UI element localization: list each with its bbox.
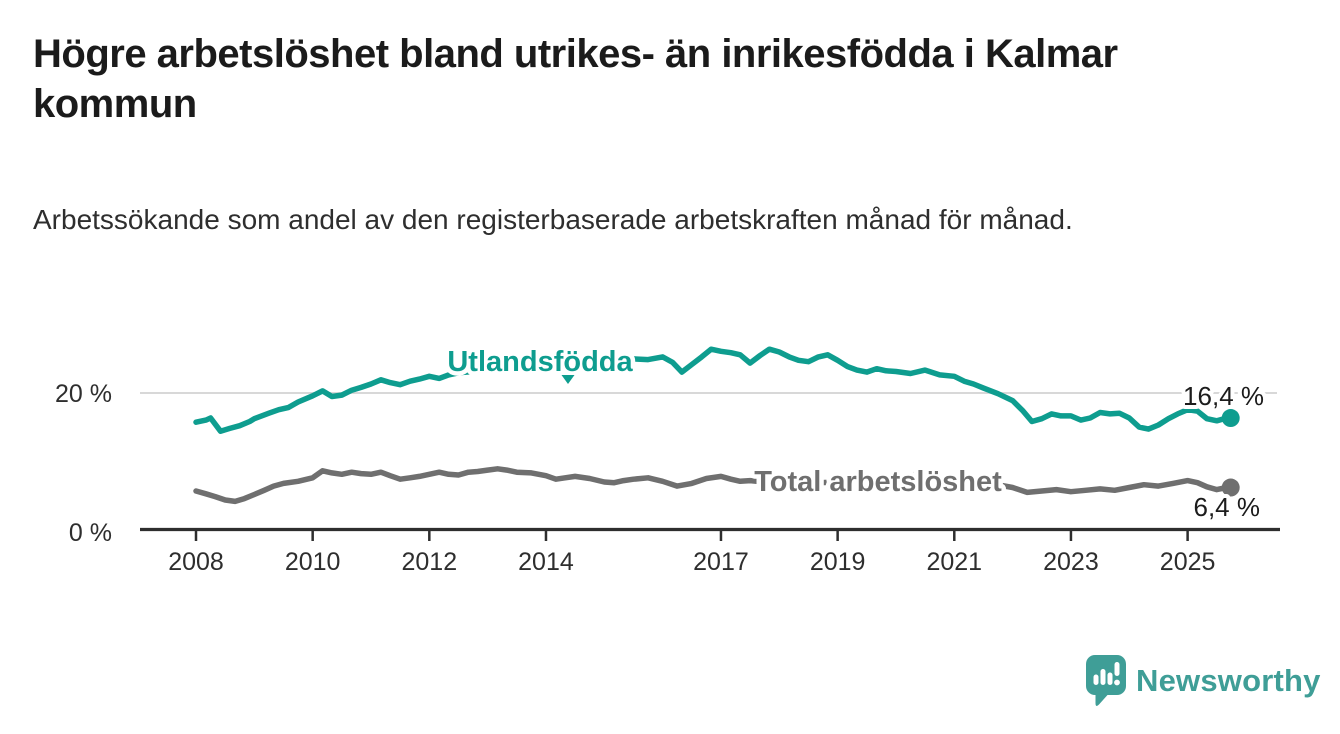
series-end-dot-utlandsf-dda [1221,409,1240,428]
series-label-pointer-icon [561,375,575,384]
series-label-total-arbetsl-shet: Total arbetslöshet [754,466,1002,498]
y-tick-label-20: 20 % [55,380,112,408]
y-tick-label-0: 0 % [69,519,112,547]
x-tick-label-2023: 2023 [1043,548,1099,576]
logo-text: Newsworthy [1136,663,1321,698]
series-end-dot-total-arbetsl-shet [1221,478,1240,497]
x-tick-label-2008: 2008 [168,548,224,576]
x-tick-label-2014: 2014 [518,548,574,576]
x-tick-label-2010: 2010 [285,548,341,576]
series-line-total-arbetsl-shet [193,466,1230,505]
x-tick-label-2017: 2017 [693,548,749,576]
series-line-utlandsf-dda [193,346,1230,434]
chart-subtitle: Arbetssökande som andel av den registerb… [33,204,1073,235]
x-tick-label-2012: 2012 [402,548,458,576]
x-tick-label-2025: 2025 [1160,548,1216,576]
chart-title: Högre arbetslöshet bland utrikes- än inr… [33,32,1118,126]
newsworthy-logo[interactable]: Newsworthy [1086,654,1321,708]
end-value-label-utlandsf-dda: 16,4 % [1183,381,1264,411]
speech-bubble-bar-chart-icon [1086,655,1126,706]
series-label-utlandsf-dda: Utlandsfödda [447,346,633,378]
x-tick-label-2021: 2021 [926,548,982,576]
end-value-label-total-arbetsl-shet: 6,4 % [1194,492,1261,522]
x-tick-label-2019: 2019 [810,548,866,576]
